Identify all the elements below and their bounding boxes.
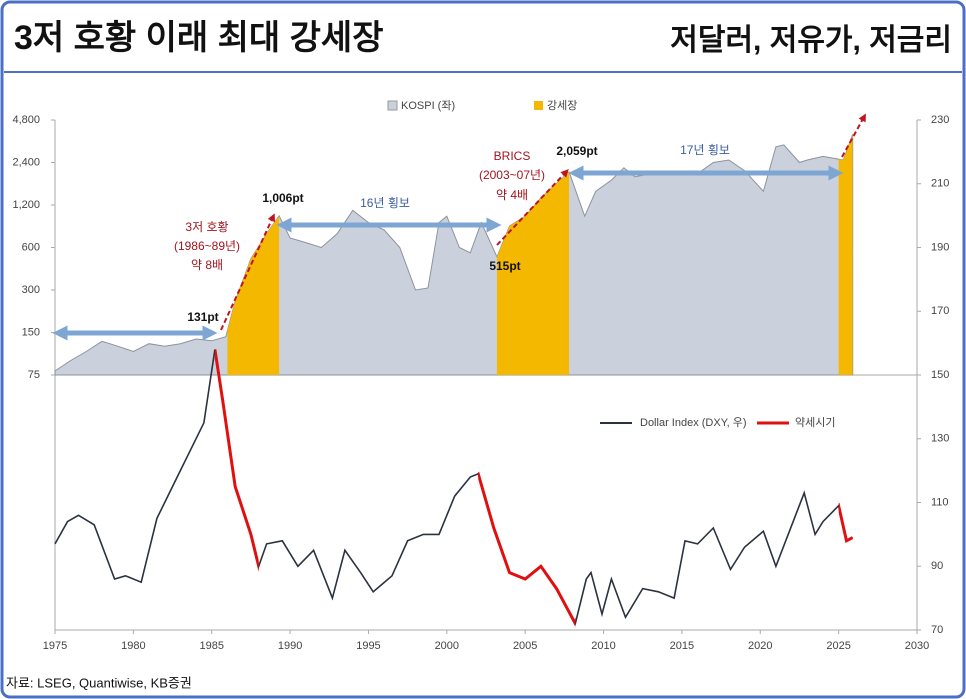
legend-label: 강세장 (547, 99, 577, 112)
y-tick-label: 75 (28, 369, 40, 381)
y-tick-label: 1,200 (12, 199, 40, 211)
point-label: 515pt (489, 259, 520, 273)
title: 3저 호황 이래 최대 강세장 (14, 19, 384, 57)
y-tick-label: 300 (22, 284, 40, 296)
y2-tick-label: 190 (931, 241, 949, 253)
kospi-area (54, 134, 854, 376)
legend-label: Dollar Index (DXY, 우) (640, 416, 747, 429)
annotation: 약 8배 (191, 257, 223, 272)
x-tick-label: 2005 (513, 640, 537, 652)
weak-dollar-line (214, 349, 853, 628)
y2-tick-label: 90 (931, 560, 943, 572)
annotation: 약 4배 (496, 187, 528, 202)
annotation: (1986~89년) (174, 239, 240, 253)
point-label: 131pt (187, 310, 218, 324)
y2-tick-label: 170 (931, 305, 949, 317)
x-tick-label: 1975 (43, 640, 67, 652)
y-tick-label: 2,400 (12, 156, 40, 168)
x-tick-label: 2015 (670, 640, 694, 652)
arrow (496, 169, 569, 246)
x-tick-label: 1985 (199, 640, 223, 652)
arrow (220, 213, 275, 331)
y-tick-label: 4,800 (12, 114, 40, 126)
annotation: 17년 횡보 (680, 143, 730, 157)
x-tick-label: 2025 (826, 640, 850, 652)
annotation: BRICS (494, 149, 531, 163)
annotation: 16년 횡보 (360, 196, 410, 210)
legend-label: 약세시기 (795, 415, 835, 429)
point-label: 1,006pt (262, 191, 303, 205)
annotation: 3저 호황 (185, 220, 228, 234)
dxy-line (54, 349, 854, 626)
x-tick-label: 2030 (905, 640, 929, 652)
x-tick-label: 2020 (748, 640, 772, 652)
x-tick-label: 2000 (435, 640, 459, 652)
y2-tick-label: 150 (931, 369, 949, 381)
legend-label: KOSPI (좌) (401, 99, 455, 112)
y-tick-label: 600 (22, 241, 40, 253)
x-tick-label: 2010 (591, 640, 615, 652)
annotation: (2003~07년) (479, 168, 545, 182)
y-tick-label: 150 (22, 326, 40, 338)
y2-tick-label: 210 (931, 178, 949, 190)
y2-tick-label: 70 (931, 624, 943, 636)
x-tick-label: 1980 (121, 640, 145, 652)
x-tick-label: 1995 (356, 640, 380, 652)
source: 자료: LSEG, Quantiwise, KB증권 (6, 675, 192, 690)
annotations: 3저 호황 (1986~89년) 약 8배 16년 횡보 BRICS (2003… (52, 113, 866, 341)
x-tick-label: 1990 (278, 640, 302, 652)
legend-swatch (387, 100, 398, 111)
y2-tick-label: 110 (931, 496, 949, 508)
legend-swatch (534, 101, 543, 110)
plot: 4,800 2,400 1,200 600 300 150 75 230 210 190 170 15… (12, 99, 949, 652)
y2-tick-label: 230 (931, 114, 949, 126)
subtitle: 저달러, 저유가, 저금리 (670, 24, 952, 57)
point-label: 2,059pt (556, 144, 597, 158)
y2-tick-label: 130 (931, 433, 949, 445)
